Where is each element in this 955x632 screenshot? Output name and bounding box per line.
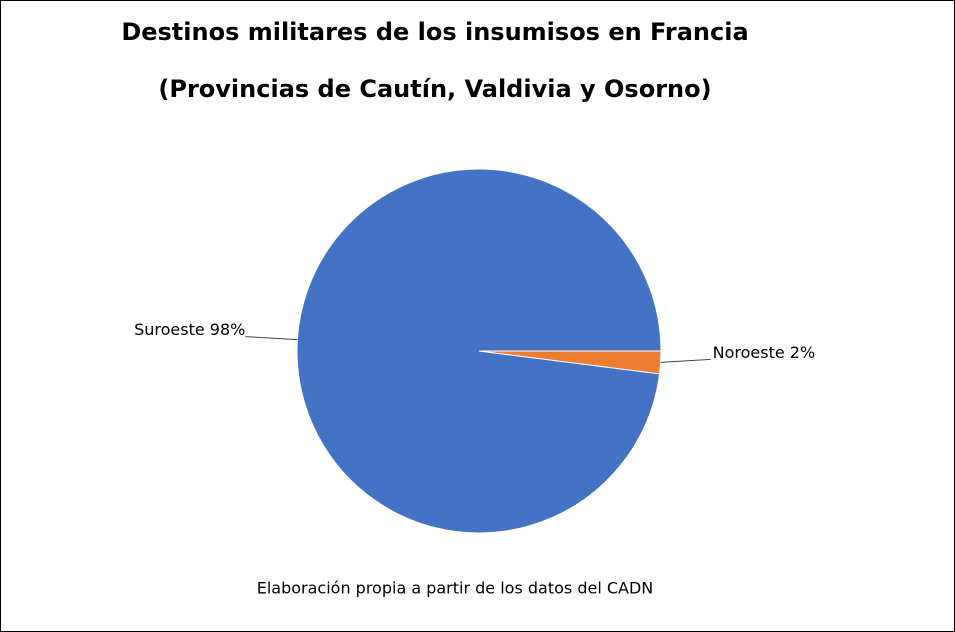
leader-line <box>660 358 711 363</box>
leader-line <box>245 336 298 341</box>
chart-caption: Elaboración propia a partir de los datos… <box>257 579 654 598</box>
chart-title: Destinos militares de los insumisos en F… <box>121 18 748 46</box>
chart-subtitle: (Provincias de Cautín, Valdivia y Osorno… <box>158 75 711 103</box>
data-label: Noroeste 2% <box>713 343 816 362</box>
data-label: Suroeste 98% <box>134 320 245 339</box>
